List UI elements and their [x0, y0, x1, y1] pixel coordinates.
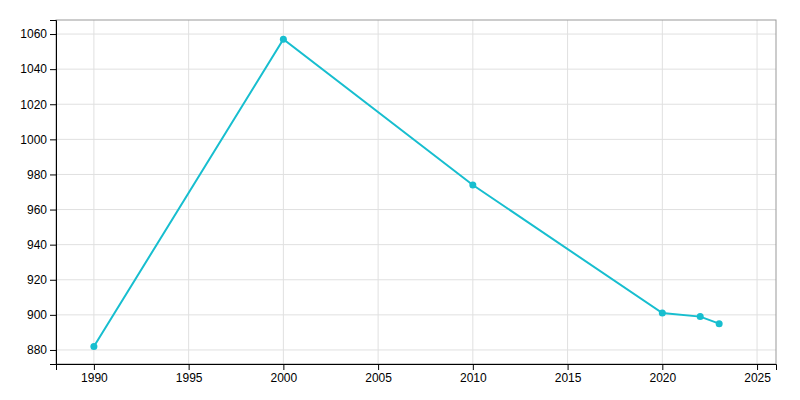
grid-line-x — [472, 20, 473, 364]
tick-mark — [50, 174, 56, 175]
tick-label: 960 — [27, 203, 47, 217]
tick-mark — [50, 34, 56, 35]
tick: 880 — [27, 343, 56, 357]
tick-label: 940 — [27, 238, 47, 252]
tick: 960 — [27, 203, 56, 217]
point — [716, 320, 723, 327]
tick-mark — [378, 364, 379, 370]
tick-mark — [50, 104, 56, 105]
tick-label: 2005 — [365, 371, 392, 385]
point — [280, 36, 287, 43]
axis-line — [57, 365, 777, 371]
series — [90, 36, 722, 350]
tick-mark — [50, 245, 56, 246]
tick-label: 920 — [27, 273, 47, 287]
tick-label: 1040 — [20, 62, 47, 76]
grid-line-x — [567, 20, 568, 364]
tick-mark — [662, 364, 663, 370]
grid-line-y — [56, 34, 776, 35]
tick-label: 2015 — [555, 371, 582, 385]
tick: 980 — [27, 168, 56, 182]
tick-label: 2010 — [460, 371, 487, 385]
grid-line-y — [56, 139, 776, 140]
tick: 1995 — [176, 364, 203, 385]
tick-label: 1060 — [20, 27, 47, 41]
grid-line-y — [56, 174, 776, 175]
tick: 2015 — [555, 364, 582, 385]
point — [469, 181, 476, 188]
grid-line-y — [56, 104, 776, 105]
tick: 1040 — [20, 62, 56, 76]
tick: 900 — [27, 308, 56, 322]
tick: 1000 — [20, 133, 56, 147]
grid-line-y — [56, 279, 776, 280]
point — [659, 310, 666, 317]
grid — [56, 20, 776, 364]
tick-mark — [50, 210, 56, 211]
tick-mark — [568, 364, 569, 370]
grid-line-x — [378, 20, 379, 364]
point — [90, 343, 97, 350]
line — [94, 39, 719, 346]
plot-frame — [56, 20, 776, 364]
chart: 1990 1995 2000 2005 2010 2015 2020 2025 880 900 92… — [0, 0, 800, 400]
grid-line-y — [56, 209, 776, 210]
tick: 940 — [27, 238, 56, 252]
axis-line — [50, 21, 57, 365]
tick: 2025 — [744, 364, 771, 385]
tick-label: 980 — [27, 168, 47, 182]
tick: 1060 — [20, 27, 56, 41]
plot: 1990 1995 2000 2005 2010 2015 2020 2025 880 900 92… — [20, 20, 776, 385]
tick-mark — [473, 364, 474, 370]
tick-label: 880 — [27, 343, 47, 357]
grid-line-y — [56, 69, 776, 70]
tick-mark — [50, 350, 56, 351]
tick: 2020 — [649, 364, 676, 385]
grid-line-y — [56, 349, 776, 350]
point — [697, 313, 704, 320]
grid-line-x — [93, 20, 94, 364]
tick-mark — [50, 280, 56, 281]
tick-label: 2025 — [744, 371, 771, 385]
tick-mark — [50, 315, 56, 316]
tick-label: 1020 — [20, 98, 47, 112]
tick-mark — [94, 364, 95, 370]
tick-mark — [189, 364, 190, 370]
tick-label: 2000 — [271, 371, 298, 385]
tick-label: 1000 — [20, 133, 47, 147]
y-axis: 880 900 920 940 960 980 1000 1020 1040 1060 — [20, 21, 56, 365]
grid-line-x — [757, 20, 758, 364]
grid-line-x — [283, 20, 284, 364]
tick: 1990 — [81, 364, 108, 385]
tick: 1020 — [20, 98, 56, 112]
tick-label: 1995 — [176, 371, 203, 385]
grid-line-y — [56, 244, 776, 245]
tick: 2000 — [271, 364, 298, 385]
tick-mark — [283, 364, 284, 370]
tick: 2005 — [365, 364, 392, 385]
tick-mark — [50, 139, 56, 140]
tick-label: 1990 — [81, 371, 108, 385]
x-axis: 1990 1995 2000 2005 2010 2015 2020 2025 — [57, 364, 777, 385]
tick: 920 — [27, 273, 56, 287]
tick-mark — [50, 69, 56, 70]
tick-label: 2020 — [649, 371, 676, 385]
tick-label: 900 — [27, 308, 47, 322]
tick-mark — [757, 364, 758, 370]
tick: 2010 — [460, 364, 487, 385]
